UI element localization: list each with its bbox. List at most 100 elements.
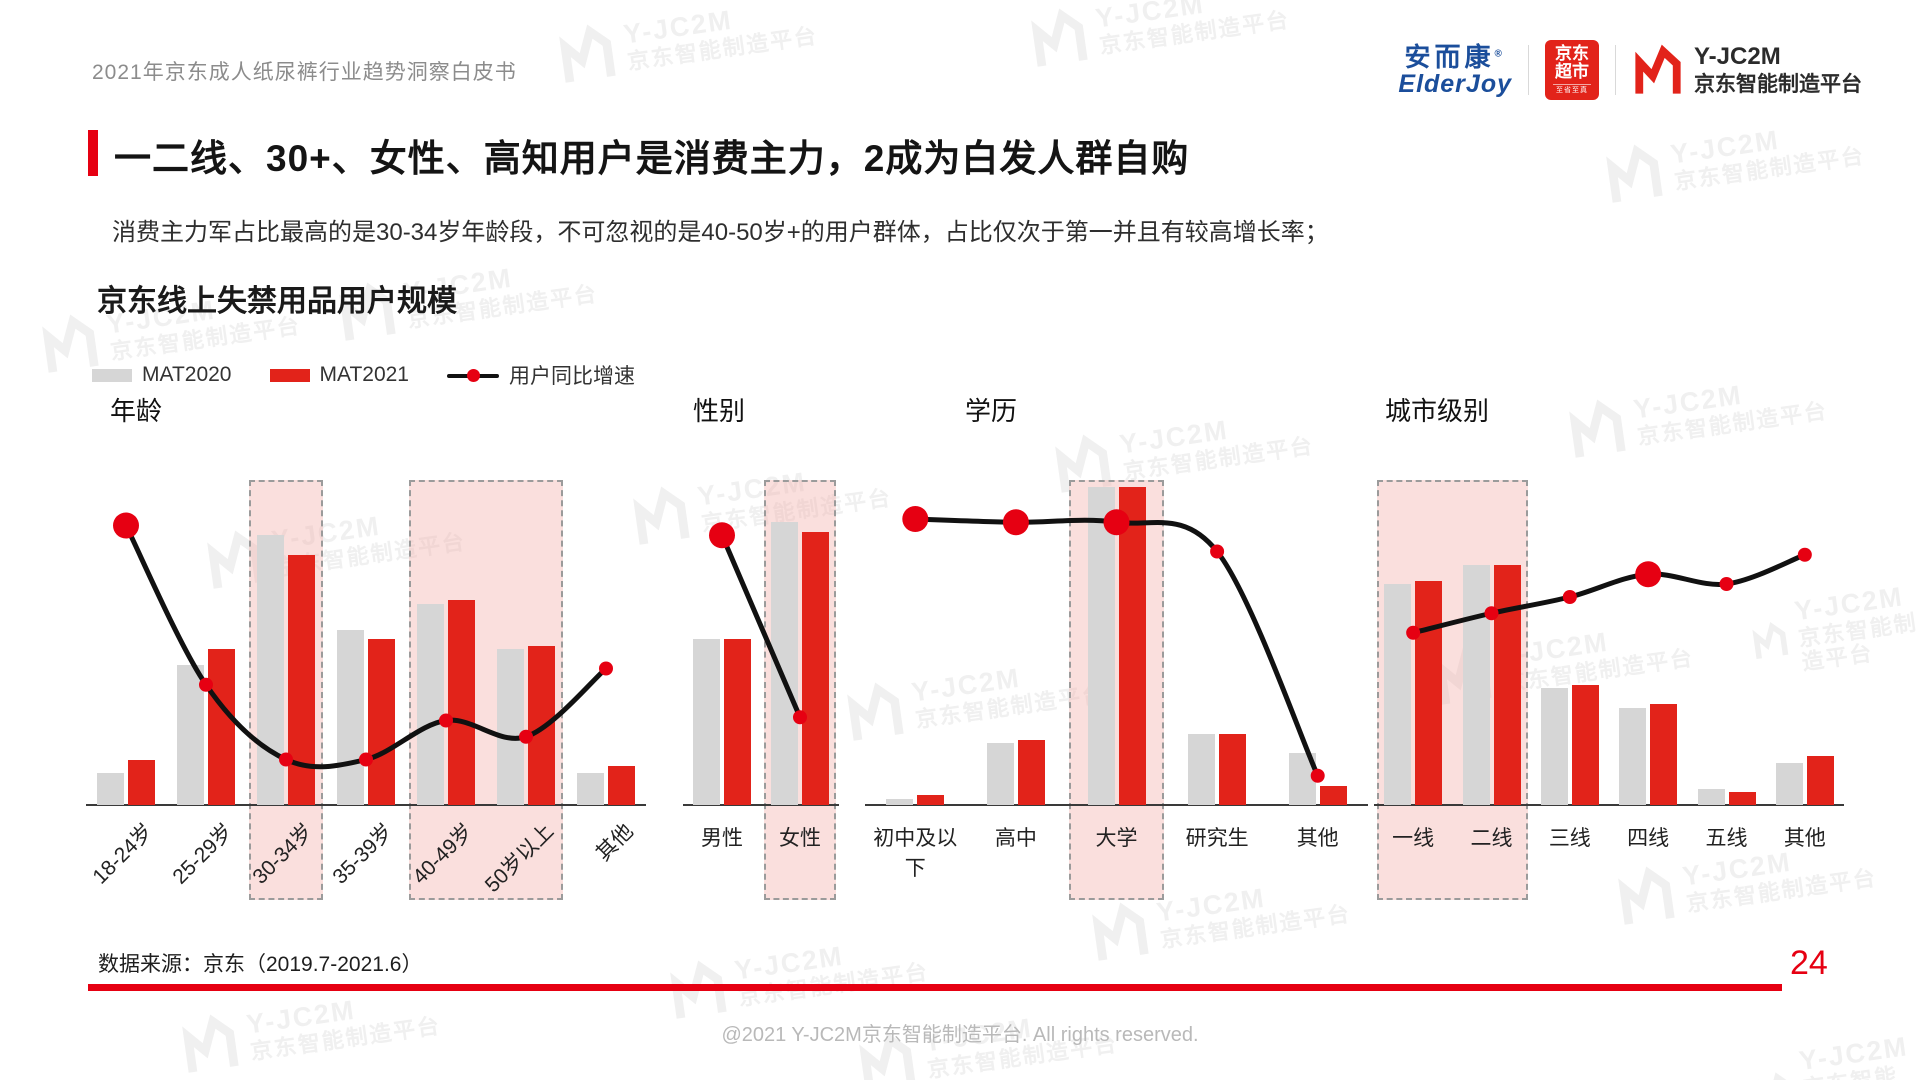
legend-item-mat2020: MAT2020 xyxy=(92,363,232,387)
chart-group-title: 城市级别 xyxy=(1385,396,1490,426)
bar-mat2021 xyxy=(368,639,395,805)
bar-mat2020 xyxy=(97,772,124,805)
growth-point xyxy=(709,522,735,549)
yjc2m-mark-icon xyxy=(1618,866,1675,925)
title-accent-bar xyxy=(88,130,98,176)
bar-mat2021 xyxy=(1571,684,1599,805)
category-label: 四线 xyxy=(1627,827,1670,850)
yjc2m-mark-icon xyxy=(633,486,690,545)
bar-mat2020 xyxy=(257,535,284,805)
category-label: 其他 xyxy=(1296,827,1339,850)
bar-mat2021 xyxy=(1118,486,1146,805)
yjc2m-mark-icon xyxy=(1752,622,1789,660)
document-header: 2021年京东成人纸尿裤行业趋势洞察白皮书 xyxy=(92,61,517,84)
bar-mat2020 xyxy=(886,798,914,805)
category-label: 初中及以下 xyxy=(873,827,958,880)
elderjoy-logo: 安而康® ElderJoy xyxy=(1398,44,1512,97)
yjc2m-mark-icon xyxy=(1569,399,1626,458)
bar-mat2021 xyxy=(1219,733,1247,805)
bar-mat2021 xyxy=(724,639,751,805)
growth-point xyxy=(1002,509,1029,536)
bar-mat2020 xyxy=(337,629,364,805)
bar-mat2021 xyxy=(1493,564,1521,805)
growth-point xyxy=(1210,544,1225,559)
yjc2m-mark-icon xyxy=(1092,902,1149,961)
category-label: 一线 xyxy=(1392,827,1435,850)
legend-label: MAT2020 xyxy=(142,363,232,386)
bar-mat2020 xyxy=(1697,788,1725,805)
slide-subtitle: 消费主力军占比最高的是30-34岁年龄段，不可忽视的是40-50岁+的用户群体，… xyxy=(112,219,1329,246)
category-label: 其他 xyxy=(591,819,638,866)
x-axis xyxy=(683,804,839,806)
category-label: 其他 xyxy=(1783,827,1826,850)
yjc2m-mark-icon xyxy=(1635,44,1681,94)
elderjoy-en-label: ElderJoy xyxy=(1398,69,1512,98)
bar-mat2021 xyxy=(128,759,155,805)
growth-point xyxy=(113,512,139,539)
growth-point xyxy=(1562,590,1577,604)
mat2020-swatch xyxy=(92,368,132,382)
growth-point xyxy=(1719,577,1734,591)
mat2021-swatch xyxy=(269,368,310,382)
bar-mat2020 xyxy=(1188,733,1216,805)
yjc2m-subtitle: 京东智能制造平台 xyxy=(1694,72,1862,96)
yjc2m-name: Y-JC2M xyxy=(1694,43,1781,70)
bar-mat2020 xyxy=(1775,762,1803,805)
category-label: 女性 xyxy=(779,827,821,850)
bar-mat2021 xyxy=(1319,785,1347,805)
chart-title: 京东线上失禁用品用户规模 xyxy=(97,285,457,318)
growth-line-swatch xyxy=(447,368,499,382)
bar-mat2021 xyxy=(917,795,945,805)
chart-group-title: 年龄 xyxy=(110,396,163,426)
bar-mat2020 xyxy=(497,649,524,805)
slide-title: 一二线、30+、女性、高知用户是消费主力，2成为白发人群自购 xyxy=(114,138,1190,179)
copyright: @2021 Y-JC2M京东智能制造平台. All rights reserve… xyxy=(721,1024,1199,1046)
bar-mat2021 xyxy=(528,645,555,805)
bar-mat2020 xyxy=(1288,753,1316,805)
bar-mat2020 xyxy=(417,603,444,805)
data-source: 数据来源：京东（2019.7-2021.6） xyxy=(98,953,423,976)
bar-mat2021 xyxy=(1017,740,1045,805)
footer-rule xyxy=(88,984,1782,991)
jd-supermarket-logo: 京东 超市 至省至真 xyxy=(1545,40,1599,100)
category-label: 三线 xyxy=(1548,827,1591,850)
legend-item-mat2021: MAT2021 xyxy=(269,363,409,387)
logo-divider xyxy=(1528,45,1529,95)
category-label: 男性 xyxy=(701,827,743,850)
bar-mat2021 xyxy=(608,766,635,805)
category-label: 25-29岁 xyxy=(168,819,238,889)
page-number: 24 xyxy=(1790,944,1828,982)
yjc2m-mark-icon xyxy=(1606,144,1663,203)
logo-divider xyxy=(1615,45,1616,95)
bar-mat2020 xyxy=(986,743,1014,805)
bar-mat2020 xyxy=(1540,688,1568,805)
x-axis xyxy=(1374,804,1844,806)
category-label: 高中 xyxy=(994,827,1037,850)
yjc2m-mark-icon xyxy=(559,24,616,83)
bar-mat2021 xyxy=(288,554,315,805)
bar-mat2021 xyxy=(1728,792,1756,805)
chart-group-title: 学历 xyxy=(965,396,1018,426)
bar-mat2020 xyxy=(1087,486,1115,805)
x-axis xyxy=(865,804,1368,806)
legend-item-growth: 用户同比增速 xyxy=(447,360,635,390)
category-label: 研究生 xyxy=(1185,827,1249,850)
category-label: 五线 xyxy=(1705,827,1748,850)
x-axis xyxy=(86,804,646,806)
bar-mat2020 xyxy=(693,639,720,805)
growth-point xyxy=(599,661,613,676)
yjc2m-logo: Y-JC2M 京东智能制造平台 xyxy=(1632,43,1862,97)
growth-point xyxy=(1797,547,1812,562)
growth-point xyxy=(1635,561,1662,588)
logo-row: 安而康® ElderJoy 京东 超市 至省至真 Y-JC2M 京东智能制造平台 xyxy=(1398,40,1862,100)
bar-mat2020 xyxy=(1384,584,1412,805)
bar-mat2021 xyxy=(802,532,829,805)
bar-mat2020 xyxy=(1619,707,1647,805)
bar-mat2021 xyxy=(448,600,475,805)
category-label: 二线 xyxy=(1470,827,1513,850)
